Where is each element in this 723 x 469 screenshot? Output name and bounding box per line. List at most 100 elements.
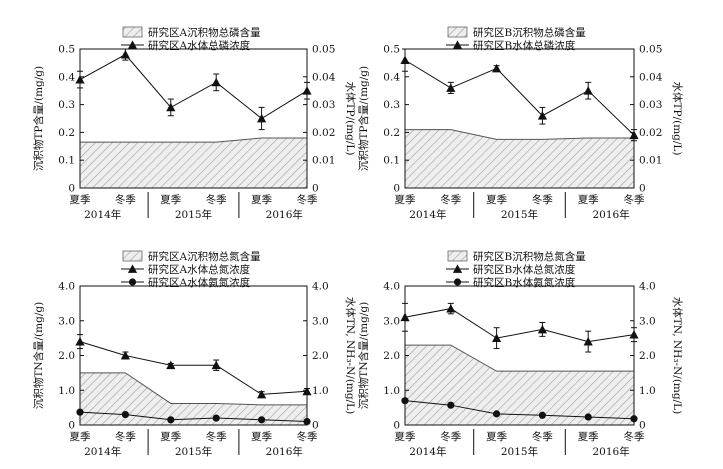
series-marker [76,408,84,416]
series-marker [446,303,456,313]
right-tick-label: 0.05 [639,44,662,56]
right-tick-label: 0.03 [639,99,662,111]
series-marker [538,411,547,419]
series-line [404,400,635,420]
legend-swatch-marker [452,40,463,49]
legend-label: 研究区A水体总磷浓度 [148,39,251,52]
series-marker [583,86,593,95]
year-label: 2016年 [592,445,629,458]
right-tick-label: 0 [312,183,319,195]
left-tick-label: 0.2 [383,127,400,139]
series-marker [258,416,266,424]
series-marker [120,49,130,59]
series-marker [166,102,176,112]
left-tick-label: 0.4 [383,71,400,83]
series-marker [537,111,547,120]
left-tick-label: 0.2 [58,127,75,139]
series-marker [584,413,592,421]
x-category-label: 夏季 [160,431,181,443]
left-tick-label: 0.5 [383,44,400,56]
left-tick-label: 3.0 [383,315,400,327]
x-category-label: 夏季 [251,431,272,443]
series-line [79,411,308,423]
series-marker [120,350,130,360]
legend-swatch-marker [127,264,138,273]
right-tick-label: 2.0 [639,350,656,362]
x-category-label: 冬季 [532,430,553,443]
series-marker [167,416,175,424]
series-line [404,308,635,343]
year-label: 2016年 [592,208,629,221]
y-axis-left-title: 沉积物TP含量/(mg/g) [357,66,370,171]
year-label: 2016年 [266,445,303,458]
right-tick-label: 0.01 [312,155,335,167]
sediment-area-edge [405,129,634,140]
series-marker [537,324,547,334]
series-marker [257,389,267,399]
right-tick-label: 3.0 [639,315,656,327]
right-tick-label: 0 [639,420,646,432]
chart-panel-B_TN: 0 1.0 2.0 3.0 4.0 0 1.0 2.0 3.0 4.0 夏季 冬季 夏季 冬季 夏季 冬季 20… [357,250,683,458]
left-tick-label: 0 [68,183,75,195]
left-tick-label: 0.5 [58,44,75,56]
sediment-area-edge [80,372,307,406]
x-category-label: 夏季 [160,194,181,206]
chart-panel-A_TN: 0 1.0 2.0 3.0 4.0 0 1.0 2.0 3.0 4.0 夏季 冬季 夏季 冬季 夏季 冬季 20… [32,250,356,458]
legend-swatch-marker [128,278,137,286]
year-label: 2015年 [175,208,212,221]
series-marker [492,63,502,73]
sediment-area [405,345,634,425]
series-marker [401,397,409,405]
series-marker [630,415,638,423]
series-marker [303,417,311,426]
right-tick-label: 4.0 [312,281,329,293]
sediment-area [405,129,634,188]
x-category-label: 夏季 [486,431,507,443]
x-category-label: 冬季 [532,193,553,206]
right-tick-label: 0.05 [312,44,335,56]
right-tick-label: 2.0 [312,350,329,362]
right-tick-label: 3.0 [312,315,329,327]
series-marker [257,113,267,123]
y-axis-right-title: 水体TN, NH₃-N/(mg/L) [671,297,683,414]
series-line [79,53,308,120]
right-tick-label: 0.02 [312,127,335,139]
legend-swatch-area [447,250,468,262]
x-category-label: 冬季 [624,430,645,443]
x-category-label: 冬季 [297,430,318,443]
y-axis-left-title: 沉积物TN含量/(mg/g) [32,302,45,409]
series-marker [583,337,593,346]
year-label: 2015年 [175,445,212,458]
plot-frame [404,48,635,189]
legend-label: 研究区B沉积物总氮含量 [473,250,586,263]
series-line [404,59,635,136]
x-category-label: 冬季 [440,193,461,206]
right-tick-label: 1.0 [639,385,656,397]
series-marker [447,401,455,409]
series-marker [629,130,639,140]
y-axis-left-title: 沉积物TN含量/(mg/g) [357,302,370,409]
y-axis-right-title: 水体TP/(mg/L) [671,82,683,156]
right-tick-label: 1.0 [312,385,329,397]
legend-swatch-area [122,250,143,262]
x-category-label: 冬季 [206,193,227,206]
series-marker [400,55,410,65]
right-tick-label: 0.03 [312,99,335,111]
legend-swatch-area [447,26,468,38]
series-marker [75,337,85,346]
left-tick-label: 0 [393,420,400,432]
legend-swatch-area [122,26,143,38]
right-tick-label: 0 [639,183,646,195]
left-tick-label: 0.1 [383,155,400,167]
year-label: 2014年 [84,208,121,221]
left-tick-label: 0.4 [58,71,75,83]
x-category-label: 夏季 [70,194,91,206]
right-tick-label: 0 [312,420,319,432]
x-category-label: 冬季 [440,430,461,443]
legend-swatch-marker [453,278,462,286]
